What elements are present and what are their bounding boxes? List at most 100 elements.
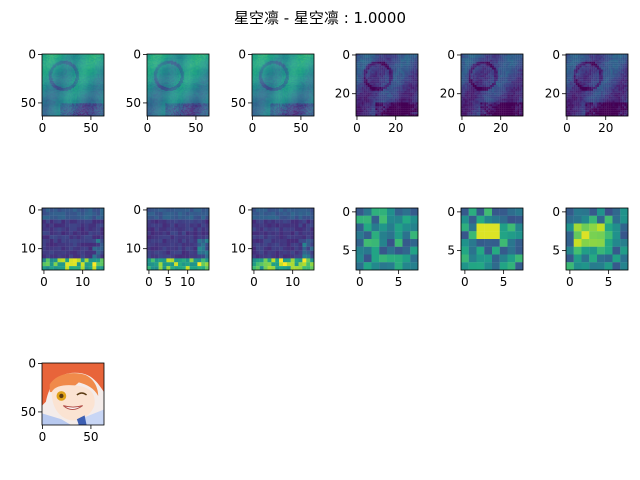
heatmap-cell <box>47 60 49 62</box>
heatmap-cell <box>93 78 95 80</box>
heatmap-cell <box>71 78 73 80</box>
heatmap-cell <box>96 105 98 107</box>
heatmap-cell <box>57 88 59 90</box>
heatmap-cell <box>189 58 191 60</box>
heatmap-cell <box>81 80 83 82</box>
heatmap-cell <box>62 66 64 68</box>
heatmap-cell <box>44 99 47 101</box>
heatmap-cell <box>68 73 70 75</box>
heatmap-cell <box>42 57 45 59</box>
heatmap-cell <box>45 97 47 99</box>
heatmap-cell <box>58 96 60 98</box>
heatmap-cell <box>64 90 66 92</box>
heatmap-cell <box>54 59 56 61</box>
heatmap-cell <box>81 84 83 86</box>
heatmap-cell <box>101 105 103 107</box>
heatmap-cell <box>79 72 81 74</box>
heatmap-cell <box>90 67 92 69</box>
heatmap-cell <box>163 61 165 63</box>
heatmap-cell <box>74 109 77 111</box>
heatmap-cell <box>80 112 82 114</box>
heatmap-cell <box>86 74 88 76</box>
heatmap-cell <box>187 64 189 66</box>
heatmap-cell <box>68 55 70 58</box>
heatmap-cell <box>54 108 56 110</box>
heatmap-cell <box>155 60 157 62</box>
heatmap-cell <box>167 60 169 62</box>
heatmap-cell <box>56 105 58 107</box>
heatmap-cell <box>167 65 169 67</box>
heatmap-cell <box>103 103 105 105</box>
heatmap-cell <box>62 104 64 106</box>
heatmap-cell <box>167 66 169 68</box>
heatmap-cell <box>61 73 63 75</box>
heatmap-cell <box>42 72 45 74</box>
heatmap-cell <box>86 114 88 116</box>
heatmap-cell <box>77 66 79 68</box>
heatmap-cell <box>88 71 90 73</box>
heatmap-cell <box>63 104 65 106</box>
heatmap-cell <box>80 71 82 73</box>
heatmap-cell <box>51 55 53 58</box>
heatmap-cell <box>82 113 84 115</box>
heatmap-cell <box>89 74 91 76</box>
heatmap-cell <box>66 95 68 97</box>
heatmap-cell <box>91 111 93 113</box>
heatmap-cell <box>103 93 105 95</box>
heatmap-cell <box>99 101 101 103</box>
heatmap-cell <box>68 102 70 104</box>
heatmap-cell <box>52 83 54 85</box>
heatmap-cell <box>82 55 84 58</box>
heatmap-cell <box>92 54 94 57</box>
heatmap-cell <box>95 65 97 67</box>
heatmap-cell <box>83 115 85 117</box>
heatmap-cell <box>47 109 49 111</box>
heatmap-cell <box>50 97 52 99</box>
heatmap-cell <box>98 92 100 94</box>
heatmap-cell <box>79 81 81 83</box>
heatmap-cell <box>166 65 168 67</box>
heatmap-cell <box>46 106 48 108</box>
heatmap-cell <box>64 74 66 76</box>
heatmap-cell <box>77 70 79 72</box>
heatmap-cells <box>147 54 210 117</box>
heatmap-cell <box>63 87 65 90</box>
heatmap-cell <box>97 55 99 58</box>
heatmap-cell <box>45 76 47 78</box>
heatmap-cell <box>93 90 95 92</box>
heatmap-cell <box>59 54 61 56</box>
heatmap-cell <box>99 103 101 105</box>
heatmap-cell <box>170 64 172 66</box>
heatmap-cell <box>45 79 47 81</box>
heatmap-cell <box>86 81 88 83</box>
heatmap-cell <box>90 106 92 108</box>
heatmap-cell <box>71 58 73 60</box>
heatmap-cell <box>57 68 59 70</box>
heatmap-cell <box>89 110 91 112</box>
heatmap-cell <box>97 104 99 106</box>
heatmap-cell <box>97 98 99 100</box>
heatmap-cell <box>58 101 60 103</box>
heatmap-cell <box>61 104 63 106</box>
heatmap-cell <box>81 102 83 104</box>
heatmap-cell <box>50 70 52 72</box>
heatmap-cell <box>93 109 95 111</box>
heatmap-cell <box>94 59 96 61</box>
heatmap-cell <box>91 78 93 80</box>
heatmap-cell <box>45 88 47 90</box>
heatmap-cell <box>52 109 54 111</box>
heatmap-cell <box>51 76 53 78</box>
heatmap-cell <box>94 83 96 85</box>
heatmap-cell <box>101 65 103 67</box>
heatmap-cell <box>160 61 162 63</box>
heatmap-cell <box>93 55 95 58</box>
heatmap-cell <box>60 60 62 62</box>
heatmap-cell <box>66 97 68 99</box>
heatmap-cell <box>55 56 57 59</box>
heatmap-cell <box>84 84 86 86</box>
heatmap-cell <box>95 111 97 113</box>
heatmap-cell <box>89 54 91 57</box>
heatmap-cell <box>68 108 70 110</box>
heatmap-cell <box>53 57 55 59</box>
heatmap-cell <box>82 106 84 108</box>
